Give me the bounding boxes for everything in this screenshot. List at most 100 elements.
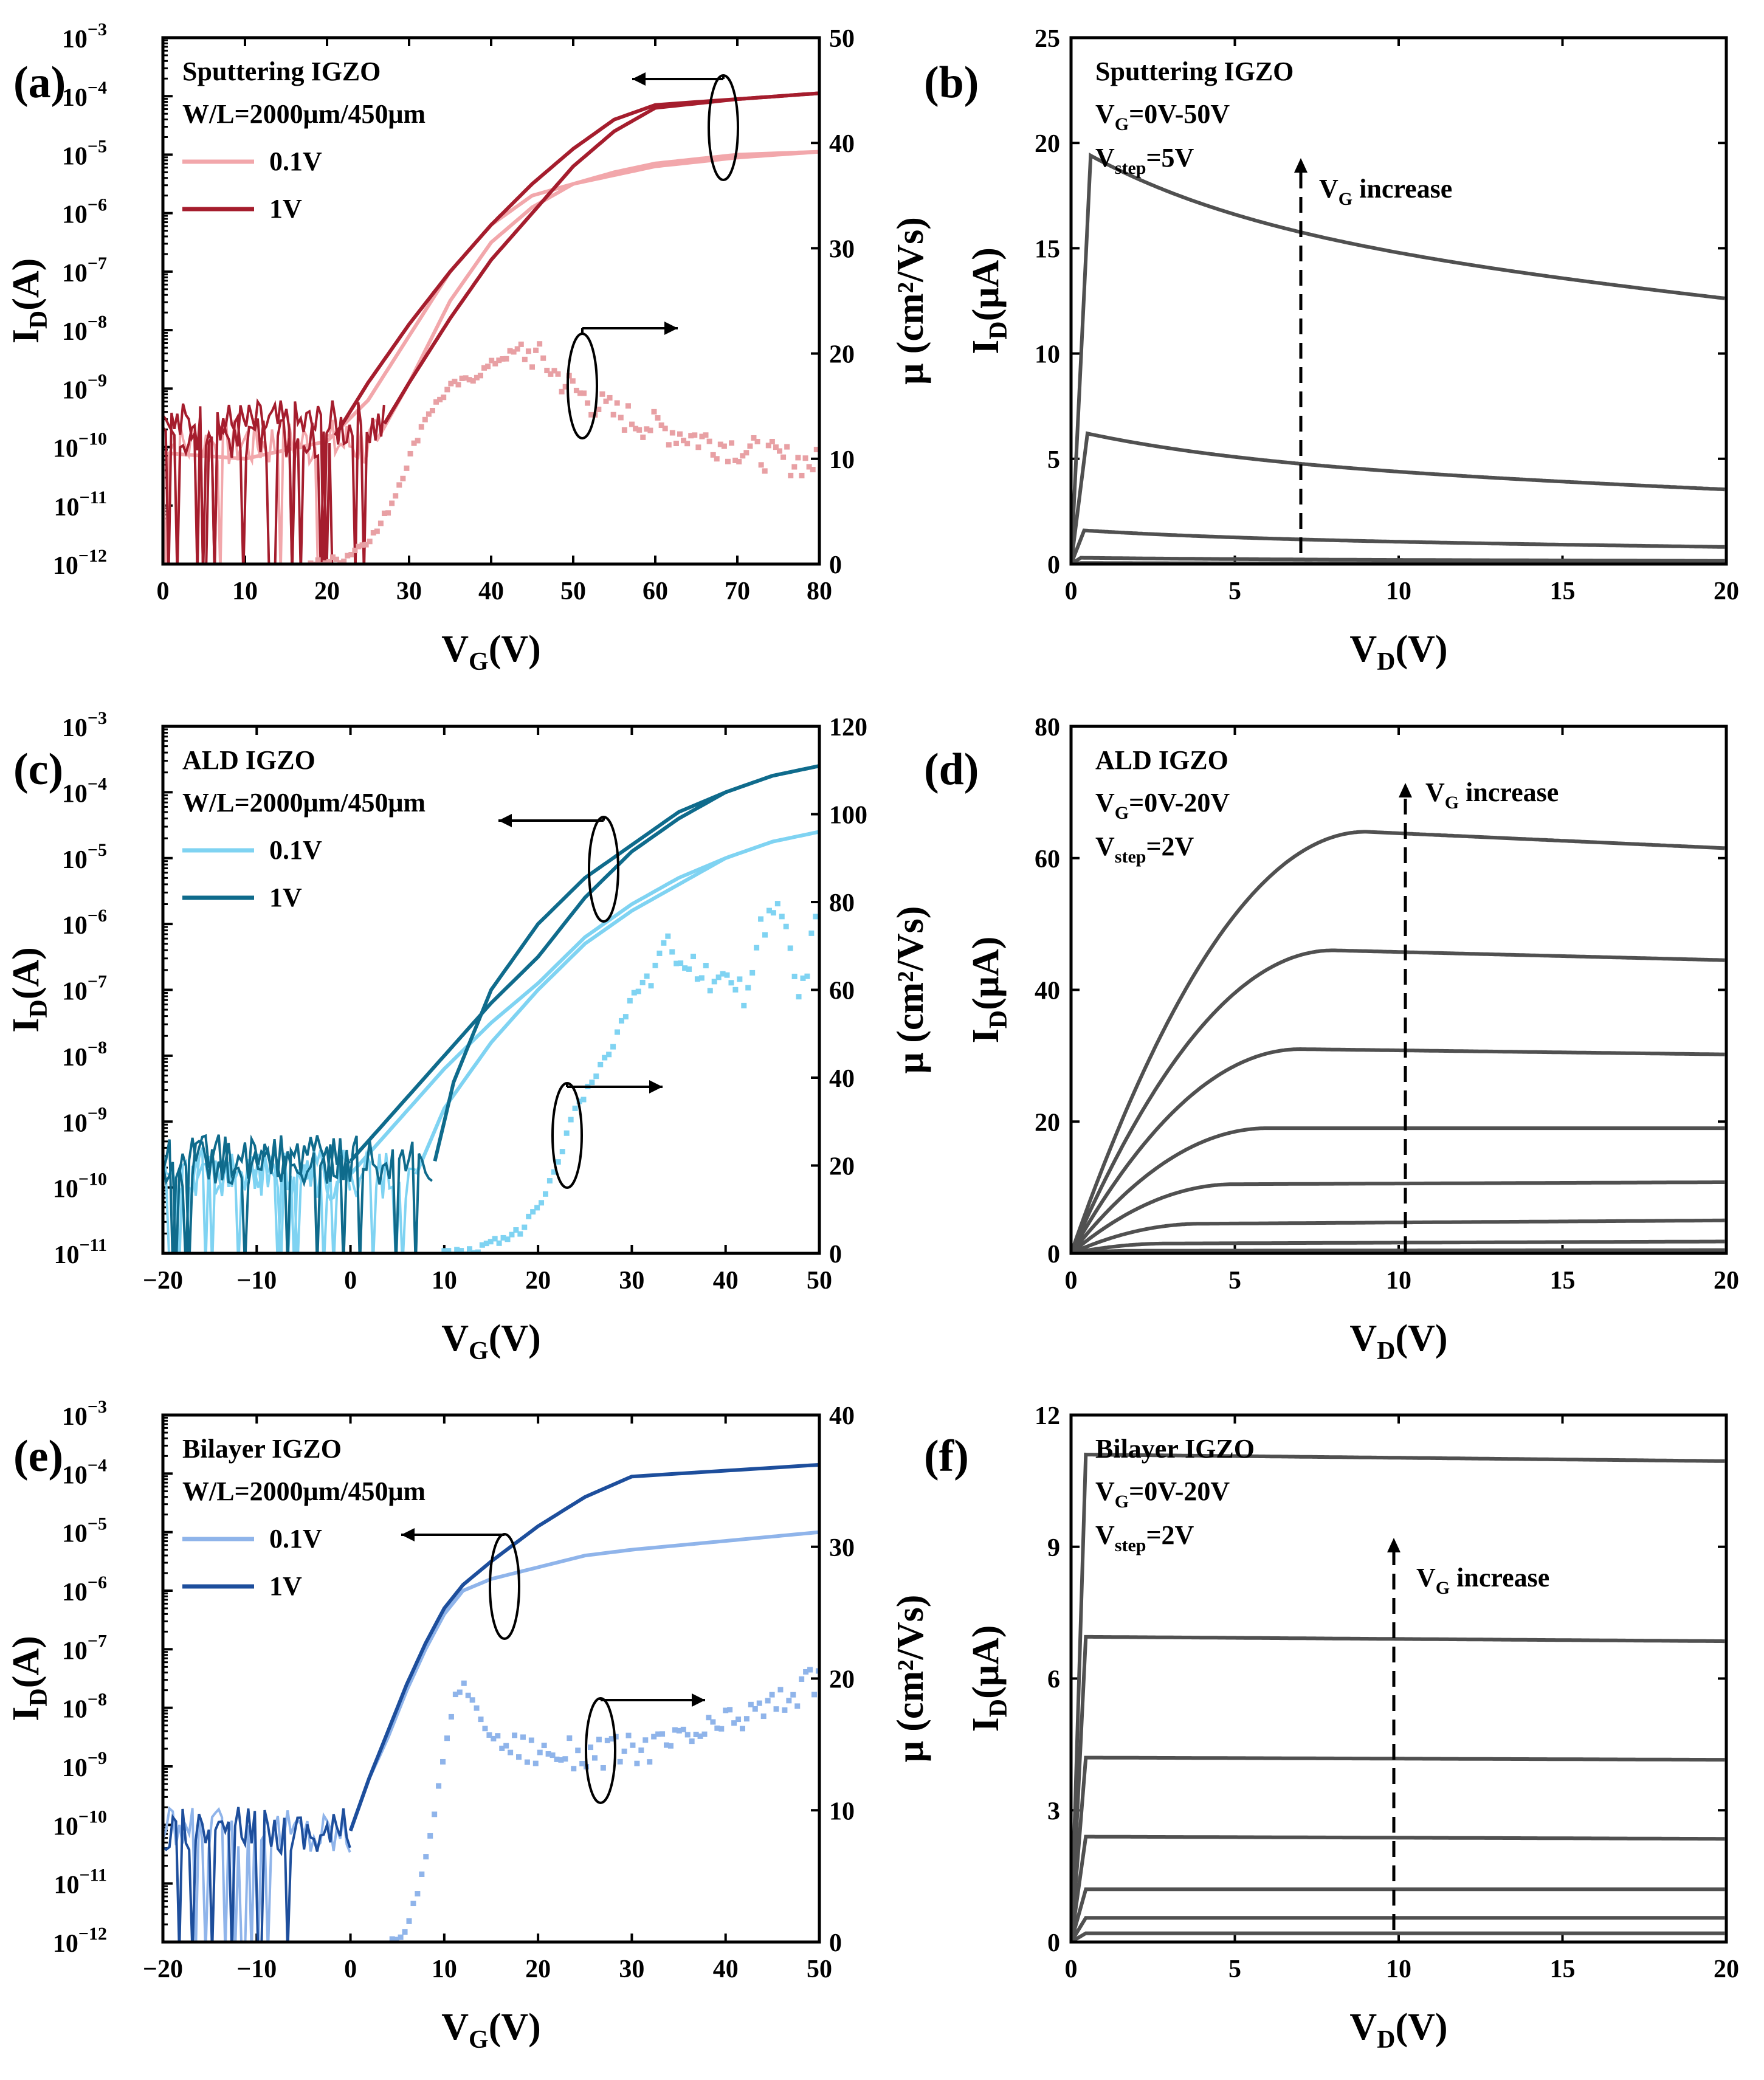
mobility-point: [509, 1231, 515, 1238]
x-label-unit: (V): [1396, 1318, 1448, 1359]
y-tick-label: 10−7: [62, 1631, 107, 1665]
mobility-point: [404, 465, 410, 471]
x-tick-label: 10: [1386, 1955, 1411, 1983]
mobility-point: [765, 1698, 771, 1704]
transfer-curve-1V: [433, 764, 819, 1162]
mobility-point: [427, 1833, 433, 1839]
mobility-point: [644, 426, 650, 432]
x-tick-label: 50: [807, 1955, 832, 1983]
mobility-point: [444, 1735, 450, 1741]
y-tick-exp: −5: [88, 1514, 107, 1534]
y-tick-base: 10: [62, 26, 88, 53]
y2-tick-label: 40: [829, 130, 855, 158]
mobility-point: [625, 403, 631, 409]
mobility-point: [419, 1871, 425, 1877]
y-tick-label: 12: [1035, 1402, 1060, 1430]
inc-sub: G: [1445, 793, 1459, 813]
mobility-point: [470, 378, 476, 384]
y-tick-base: 10: [62, 978, 88, 1006]
mobility-point: [540, 355, 546, 361]
mobility-point: [570, 378, 576, 384]
y-tick-label: 10−5: [62, 840, 107, 874]
mobility-point: [522, 356, 528, 362]
ellipse-marker: [585, 1697, 616, 1804]
mobility-point: [688, 433, 694, 439]
mobility-point: [385, 510, 391, 516]
x-tick-label: −10: [236, 1955, 277, 1983]
mobility-point: [779, 914, 785, 920]
mobility-point: [370, 529, 376, 535]
x-tick-label: 10: [432, 1955, 457, 1983]
mobility-point: [554, 1756, 560, 1762]
mobility-point: [758, 462, 764, 468]
mobility-point: [563, 1130, 570, 1136]
mobility-point: [782, 1707, 788, 1713]
x-tick-label: 20: [1714, 1955, 1739, 1983]
y-tick-label: 10−5: [62, 136, 107, 170]
mobility-point: [444, 387, 450, 393]
x-tick-label: 10: [1386, 577, 1411, 605]
y-tick-label: 0: [1047, 1241, 1060, 1269]
y-tick-base: 10: [62, 1579, 88, 1606]
mobility-point: [541, 1743, 547, 1749]
mobility-point: [610, 412, 616, 418]
vg-sub: G: [1115, 114, 1129, 134]
mobility-point: [483, 1241, 489, 1247]
y-tick-exp: −11: [80, 1865, 107, 1885]
x-tick-label: 40: [713, 1955, 739, 1983]
y-tick-label: 3: [1047, 1797, 1060, 1825]
y-tick-label: 10−8: [62, 1690, 107, 1724]
y-tick-base: 10: [54, 494, 80, 522]
mobility-point: [588, 1744, 594, 1751]
mobility-point: [648, 983, 654, 989]
y-label-sub: D: [985, 321, 1013, 339]
plot-frame: [1069, 1413, 1728, 1944]
inc-sub: G: [1436, 1578, 1450, 1598]
mobility-point: [528, 1737, 534, 1743]
mobility-point: [701, 1731, 708, 1737]
panel-title: Sputtering IGZO: [1095, 57, 1294, 86]
mobility-point: [787, 945, 793, 951]
wl-annotation: W/L=2000μm/450μm: [182, 788, 425, 818]
y2-tick-label: 0: [829, 1241, 842, 1269]
mobility-point: [618, 1018, 624, 1024]
x-axis-label: VD(V): [1349, 1318, 1447, 1365]
plot-area: [1071, 153, 1725, 564]
output-curve-VG=8V: [1071, 1239, 1725, 1253]
panel-tag: (d): [924, 745, 979, 794]
vg-v: V: [1095, 788, 1115, 818]
mobility-point: [568, 1117, 574, 1123]
mobility-point: [790, 1692, 796, 1698]
vg-v: V: [1095, 99, 1115, 129]
y-tick-label: 10−10: [53, 1806, 107, 1841]
vg-range: VG=0V-20V: [1095, 1476, 1230, 1512]
mobility-point: [706, 438, 712, 444]
y-tick-label: 10−11: [54, 1865, 107, 1899]
mobility-point: [714, 456, 720, 462]
mobility-point: [537, 341, 543, 347]
mobility-point: [589, 1080, 595, 1086]
mobility-point: [698, 975, 705, 981]
arrow-head: [649, 1080, 663, 1093]
y-tick-label: 10−3: [62, 1397, 107, 1431]
x-label-sub: D: [1377, 648, 1395, 676]
y2-tick-label: 50: [829, 25, 855, 53]
mobility-point: [517, 1231, 523, 1237]
mobility-point: [469, 1697, 475, 1703]
vg-value: =0V-20V: [1129, 1476, 1230, 1506]
mobility-point: [810, 467, 816, 473]
mobility-point: [723, 1707, 729, 1713]
mobility-point: [482, 1726, 488, 1732]
mobility-point: [799, 1676, 805, 1682]
mobility-point: [433, 399, 439, 405]
mobility-point: [396, 482, 402, 488]
mobility-point: [326, 559, 332, 564]
mobility-point: [489, 357, 495, 363]
mobility-point: [703, 963, 709, 969]
panel-title: Bilayer IGZO: [182, 1434, 342, 1464]
x-tick-label: 10: [232, 577, 258, 605]
x-axis-label: VD(V): [1349, 628, 1447, 676]
x-label-unit: (V): [489, 1318, 541, 1359]
output-curve-VG=18V: [1071, 1634, 1725, 1942]
